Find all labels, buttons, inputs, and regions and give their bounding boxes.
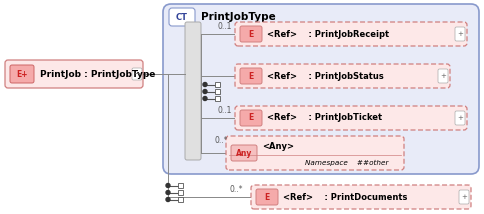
FancyBboxPatch shape — [184, 22, 200, 160]
Bar — [214, 89, 220, 94]
Bar — [178, 183, 182, 188]
Text: PrintJob : PrintJobType: PrintJob : PrintJobType — [40, 70, 155, 79]
FancyBboxPatch shape — [132, 68, 142, 80]
Circle shape — [166, 183, 170, 187]
FancyBboxPatch shape — [240, 68, 261, 84]
FancyBboxPatch shape — [240, 110, 261, 126]
Bar — [214, 96, 220, 101]
Bar — [178, 190, 182, 195]
Text: 0..1: 0..1 — [217, 22, 232, 31]
Circle shape — [166, 190, 170, 195]
Text: PrintJobType: PrintJobType — [200, 12, 275, 22]
FancyBboxPatch shape — [251, 185, 470, 209]
Text: +: + — [456, 115, 462, 121]
Text: CT: CT — [176, 12, 188, 21]
Text: <Any>: <Any> — [261, 142, 293, 151]
Text: E: E — [264, 193, 269, 202]
FancyBboxPatch shape — [163, 4, 478, 174]
Text: E: E — [248, 113, 253, 122]
FancyBboxPatch shape — [10, 65, 34, 83]
Text: +: + — [456, 31, 462, 37]
Text: Namespace    ##other: Namespace ##other — [304, 159, 388, 166]
Bar — [178, 197, 182, 202]
FancyBboxPatch shape — [454, 27, 464, 41]
FancyBboxPatch shape — [235, 22, 466, 46]
FancyBboxPatch shape — [168, 8, 195, 26]
Circle shape — [166, 198, 170, 202]
Text: −: − — [133, 70, 140, 79]
Text: E: E — [248, 71, 253, 80]
FancyBboxPatch shape — [454, 111, 464, 125]
Circle shape — [203, 97, 207, 101]
Text: 0..*: 0..* — [229, 185, 243, 194]
Circle shape — [203, 89, 207, 94]
Bar — [214, 82, 220, 87]
Text: +: + — [439, 73, 445, 79]
FancyBboxPatch shape — [235, 64, 449, 88]
Text: <Ref>    : PrintDocuments: <Ref> : PrintDocuments — [283, 193, 407, 202]
Text: E: E — [248, 30, 253, 39]
Text: <Ref>    : PrintJobStatus: <Ref> : PrintJobStatus — [267, 71, 383, 80]
Text: 0..1: 0..1 — [217, 106, 232, 115]
FancyBboxPatch shape — [226, 136, 403, 170]
Text: <Ref>    : PrintJobTicket: <Ref> : PrintJobTicket — [267, 113, 381, 122]
Circle shape — [203, 83, 207, 86]
FancyBboxPatch shape — [5, 60, 143, 88]
FancyBboxPatch shape — [458, 190, 468, 204]
Text: Any: Any — [235, 149, 252, 158]
FancyBboxPatch shape — [230, 145, 257, 161]
Text: +: + — [460, 194, 466, 200]
Text: <Ref>    : PrintJobReceipt: <Ref> : PrintJobReceipt — [267, 30, 388, 39]
FancyBboxPatch shape — [256, 189, 277, 205]
FancyBboxPatch shape — [240, 26, 261, 42]
FancyBboxPatch shape — [437, 69, 447, 83]
FancyBboxPatch shape — [235, 106, 466, 130]
Text: E+: E+ — [16, 70, 28, 79]
Text: 0..*: 0..* — [214, 136, 228, 145]
